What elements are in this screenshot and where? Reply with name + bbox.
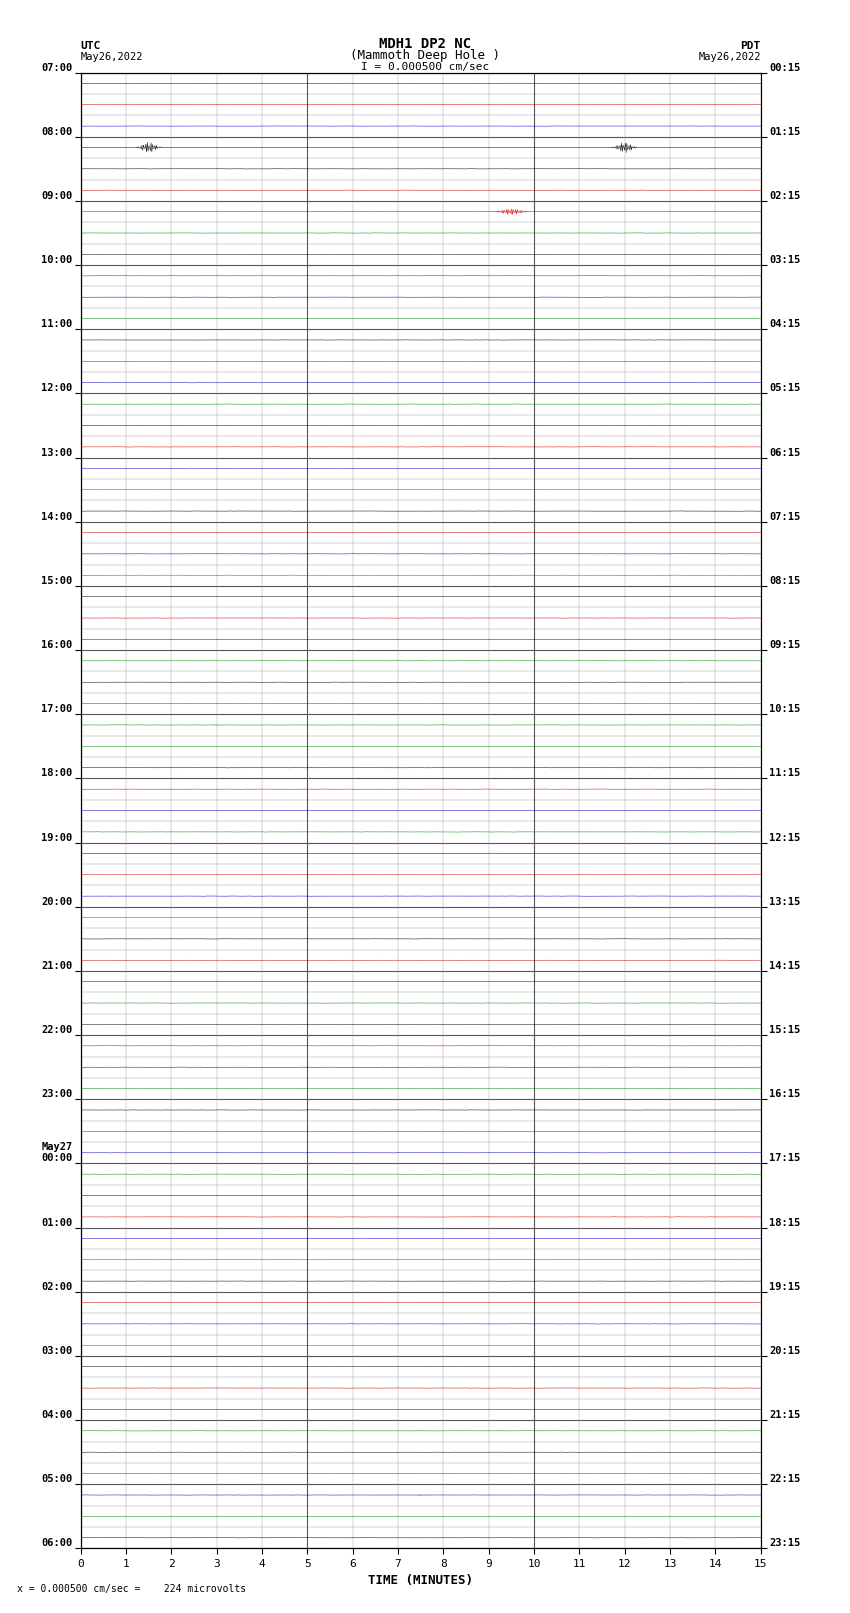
- Text: (Mammoth Deep Hole ): (Mammoth Deep Hole ): [350, 48, 500, 63]
- X-axis label: TIME (MINUTES): TIME (MINUTES): [368, 1574, 473, 1587]
- Text: I = 0.000500 cm/sec: I = 0.000500 cm/sec: [361, 61, 489, 71]
- Text: x = 0.000500 cm/sec =    224 microvolts: x = 0.000500 cm/sec = 224 microvolts: [17, 1584, 246, 1594]
- Text: MDH1 DP2 NC: MDH1 DP2 NC: [379, 37, 471, 50]
- Text: UTC: UTC: [81, 40, 101, 50]
- Text: May26,2022: May26,2022: [81, 52, 144, 63]
- Text: May26,2022: May26,2022: [698, 52, 761, 63]
- Text: PDT: PDT: [740, 40, 761, 50]
